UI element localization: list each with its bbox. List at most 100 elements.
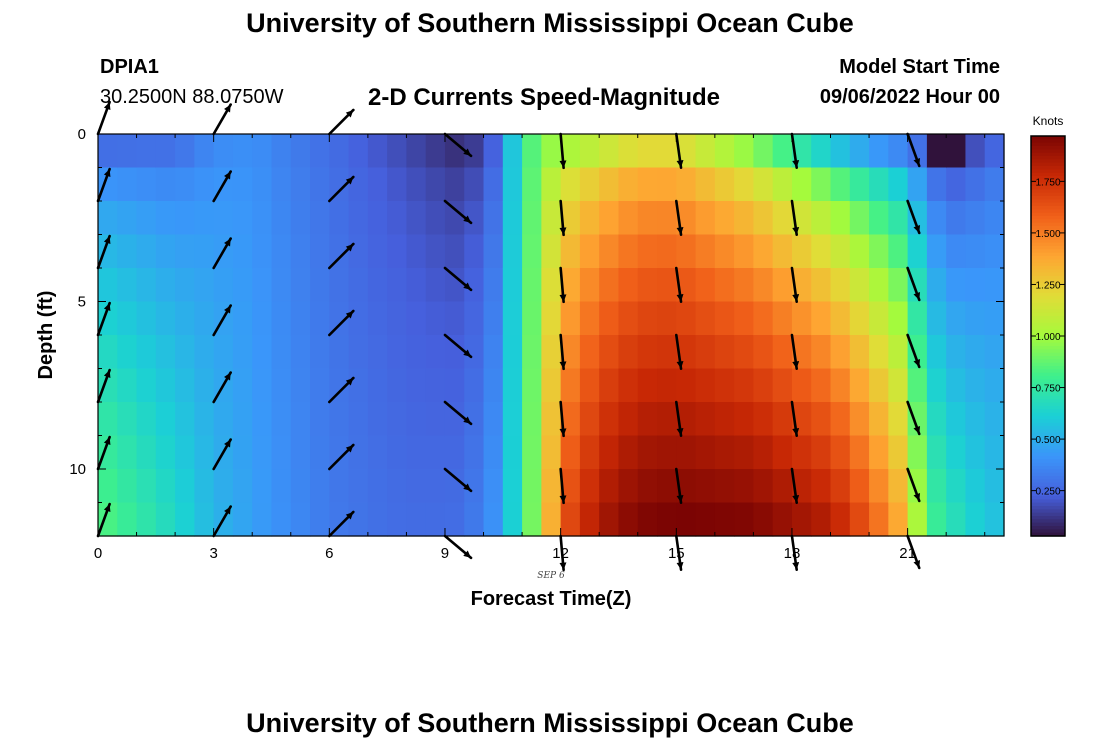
heatmap-cell: [657, 502, 677, 537]
heatmap-cell: [579, 335, 600, 370]
heatmap-cell: [483, 469, 504, 504]
heatmap-cell: [599, 502, 620, 537]
heatmap-cell: [657, 167, 677, 202]
heatmap-cell: [541, 368, 562, 403]
heatmap-cell: [425, 301, 446, 336]
current-vector: [559, 534, 567, 572]
heatmap-cell: [946, 402, 967, 437]
heatmap-cell: [984, 167, 1005, 202]
heatmap-cell: [849, 301, 870, 336]
heatmap-cell: [714, 301, 735, 336]
heatmap-cell: [657, 234, 677, 269]
heatmap-cell: [136, 268, 157, 303]
heatmap-cell: [155, 402, 176, 437]
heatmap-cell: [579, 301, 600, 336]
heatmap-cell: [464, 502, 485, 537]
heatmap-cell: [406, 167, 427, 202]
heatmap-cell: [714, 368, 735, 403]
current-vector: [674, 333, 684, 370]
current-vector: [212, 304, 232, 337]
colorbar-segment: [1031, 476, 1065, 480]
heatmap-cell: [98, 301, 118, 336]
colorbar-segment: [1031, 316, 1065, 320]
heatmap-cell: [695, 167, 716, 202]
heatmap-cell: [946, 201, 967, 236]
heatmap-cell: [329, 435, 350, 470]
heatmap-cell: [734, 335, 755, 370]
colorbar-segment: [1031, 352, 1065, 357]
colorbar-segment: [1031, 236, 1065, 240]
heatmap-cell: [522, 301, 542, 336]
heatmap-cell: [772, 469, 793, 504]
heatmap-cell: [502, 435, 523, 470]
heatmap-cell: [965, 402, 986, 437]
heatmap-cell: [252, 234, 273, 269]
heatmap-cell: [98, 368, 118, 403]
heatmap-cell: [849, 502, 870, 537]
heatmap-cell: [290, 268, 311, 303]
heatmap-cell: [98, 335, 118, 370]
heatmap-cell: [155, 335, 176, 370]
heatmap-cell: [232, 502, 253, 537]
colorbar-segment: [1031, 516, 1065, 520]
current-vector: [906, 333, 921, 369]
colorbar-segment: [1031, 466, 1065, 470]
heatmap-cell: [830, 134, 851, 169]
colorbar-segment: [1031, 359, 1065, 364]
heatmap-cell: [734, 368, 755, 403]
colorbar-segment: [1031, 486, 1065, 490]
heatmap-cell: [194, 435, 215, 470]
heatmap-cell: [367, 167, 388, 202]
heatmap-cell: [406, 469, 427, 504]
heatmap-cell: [117, 469, 138, 504]
x-tick-label: 12: [552, 545, 569, 562]
heatmap-cell: [271, 167, 292, 202]
heatmap-cell: [984, 134, 1005, 169]
heatmap-cell: [155, 134, 176, 169]
heatmap-cell: [637, 502, 658, 537]
heatmap-cell: [290, 301, 311, 336]
colorbar-segment: [1031, 282, 1065, 287]
heatmap-cell: [271, 435, 292, 470]
heatmap-cell: [175, 402, 195, 437]
heatmap-cell: [406, 134, 427, 169]
current-vector: [559, 199, 567, 237]
colorbar-segment: [1031, 272, 1065, 277]
heatmap-cell: [387, 502, 408, 537]
heatmap-cell: [464, 167, 485, 202]
colorbar-segment: [1031, 502, 1065, 507]
heatmap-cell: [869, 301, 889, 336]
heatmap-cell: [425, 435, 446, 470]
colorbar-segment: [1031, 192, 1065, 197]
heatmap-cell: [252, 134, 273, 169]
heatmap-cell: [117, 335, 138, 370]
colorbar-segment: [1031, 219, 1065, 224]
heatmap-cell: [791, 335, 812, 370]
heatmap-cell: [541, 402, 562, 437]
y-axis-label: Depth (ft): [35, 291, 57, 380]
heatmap-cell: [232, 368, 253, 403]
heatmap-cell: [579, 469, 600, 504]
heatmap-cell: [175, 368, 195, 403]
heatmap-cell: [483, 268, 504, 303]
heatmap-cell: [464, 435, 485, 470]
heatmap-cell: [618, 469, 639, 504]
colorbar-segment: [1031, 436, 1065, 440]
heatmap-cell: [367, 469, 388, 504]
heatmap-cell: [194, 268, 215, 303]
heatmap-cell: [734, 167, 755, 202]
heatmap-cell: [772, 502, 793, 537]
heatmap-cell: [213, 268, 234, 303]
heatmap-cell: [271, 301, 292, 336]
heatmap-cell: [213, 335, 234, 370]
heatmap-cell: [117, 502, 138, 537]
heatmap-cell: [98, 201, 118, 236]
heatmap-cell: [714, 435, 735, 470]
heatmap-cell: [599, 335, 620, 370]
heatmap-cell: [444, 301, 465, 336]
heatmap-cell: [926, 268, 947, 303]
colorbar-segment: [1031, 146, 1065, 150]
heatmap-cell: [599, 402, 620, 437]
heatmap-cell: [849, 268, 870, 303]
heatmap-cell: [830, 201, 851, 236]
